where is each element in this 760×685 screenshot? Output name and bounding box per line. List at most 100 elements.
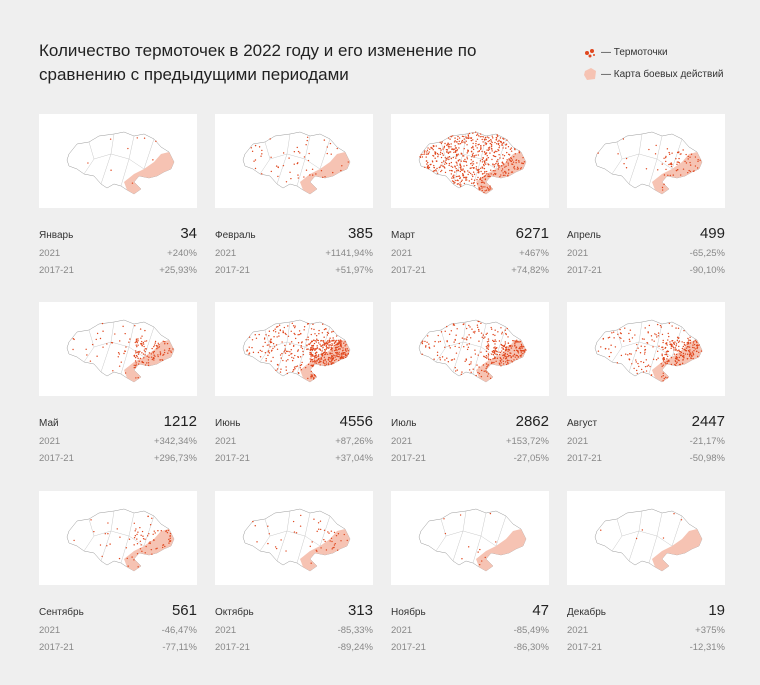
hotspot-dot <box>127 147 129 150</box>
hotspot-dot <box>480 147 482 150</box>
hotspot-dot <box>311 349 314 352</box>
hotspot-dot <box>484 556 486 559</box>
hotspot-dot <box>644 365 647 368</box>
hotspot-dot <box>459 170 462 173</box>
hotspot-dot <box>73 539 75 542</box>
hotspot-dot <box>505 347 507 349</box>
hotspot-dot <box>514 342 516 344</box>
hotspot-dot <box>470 361 472 363</box>
hotspot-dot <box>144 329 146 332</box>
change-vs-2017-21: -90,10% <box>689 265 725 276</box>
hotspot-dot <box>137 353 140 355</box>
hotspot-dot <box>341 357 343 360</box>
hotspot-dot <box>674 363 676 366</box>
hotspot-dot <box>303 326 306 328</box>
hotspot-dot <box>476 147 478 149</box>
hotspot-dot <box>313 348 315 350</box>
hotspot-dot <box>322 360 325 362</box>
hotspot-dot <box>310 328 313 330</box>
hotspot-dot <box>123 352 125 355</box>
hotspot-dot <box>281 341 283 343</box>
hotspot-dot <box>506 360 509 362</box>
hotspot-dot <box>489 186 491 188</box>
hotspot-dot <box>288 354 290 357</box>
hotspot-dot <box>481 179 483 182</box>
hotspot-dot <box>310 360 312 362</box>
hotspot-dot <box>433 164 435 167</box>
hotspot-dot <box>133 544 135 546</box>
hotspot-dot <box>687 337 689 340</box>
hotspot-dot <box>467 137 470 140</box>
hotspot-dot <box>467 135 470 137</box>
hotspot-dot <box>457 135 459 138</box>
hotspot-dot <box>472 166 474 169</box>
hotspot-dot <box>507 355 509 358</box>
hotspot-dot <box>320 357 322 359</box>
hotspot-dot <box>514 168 516 170</box>
hotspot-dot <box>281 352 283 355</box>
hotspot-dot <box>336 343 339 345</box>
hotspot-dot <box>282 331 284 334</box>
hotspot-dot <box>604 348 607 350</box>
hotspot-dot <box>313 518 315 520</box>
hotspot-dot <box>102 330 104 332</box>
hotspot-dot <box>494 329 496 331</box>
change-vs-2021: +153,72% <box>505 436 549 447</box>
hotspot-dot <box>687 349 690 352</box>
hotspot-dot <box>159 359 161 361</box>
region-borders <box>259 510 331 564</box>
hotspot-dot <box>476 179 478 181</box>
month-card: Июль 2862 2021 +153,72% 2017-21 -27,05% <box>391 302 549 464</box>
hotspot-dot <box>498 139 500 142</box>
hotspot-dot <box>513 359 515 361</box>
row-label-2017-21: 2017-21 <box>39 265 74 276</box>
hotspot-dot <box>693 170 695 172</box>
hotspot-dot <box>333 342 336 345</box>
hotspot-dot <box>267 351 269 353</box>
hotspot-dot <box>124 350 126 353</box>
hotspot-dot <box>506 327 508 330</box>
hotspot-dot <box>492 354 495 356</box>
change-vs-2021: -85,33% <box>337 625 373 636</box>
hotspot-dot <box>341 350 344 352</box>
hotspot-dot <box>326 347 328 349</box>
hotspot-dot <box>655 358 658 361</box>
hotspot-dot <box>623 163 625 165</box>
hotspot-dot <box>474 353 477 355</box>
hotspot-dot <box>464 360 466 363</box>
hotspot-dot <box>136 355 138 358</box>
hotspot-dot <box>254 334 256 336</box>
month-card: Декабрь 19 2021 +375% 2017-21 -12,31% <box>567 491 725 653</box>
hotspot-dot <box>662 339 664 342</box>
hotspot-dot <box>110 341 113 344</box>
hotspot-dot <box>505 346 508 348</box>
month-name: Июль <box>391 418 417 429</box>
month-name: Март <box>391 230 415 241</box>
hotspot-dot <box>648 324 651 327</box>
hotspot-dot <box>127 565 129 567</box>
hotspot-dot <box>484 186 486 188</box>
hotspot-dot <box>139 350 141 353</box>
hotspot-dot <box>304 366 307 369</box>
hotspot-dot <box>164 341 166 343</box>
hotspot-dot <box>153 344 156 346</box>
hotspot-dot <box>483 182 486 184</box>
hotspot-dot <box>328 360 331 363</box>
hotspot-dot <box>149 542 151 545</box>
hotspot-dot <box>687 171 689 174</box>
hotspot-dot <box>487 343 489 345</box>
hotspot-dot <box>454 165 456 167</box>
hotspot-dot <box>290 349 292 351</box>
hotspot-dot <box>486 149 488 151</box>
hotspot-dot <box>502 357 505 359</box>
hotspot-dot <box>303 156 306 158</box>
hotspot-dot <box>503 155 506 157</box>
hotspot-dot <box>464 176 466 179</box>
hotspot-dot <box>492 163 494 165</box>
hotspot-dot <box>635 359 637 361</box>
hotspot-dot <box>657 332 660 334</box>
hotspot-dot <box>294 368 296 370</box>
hotspot-dot <box>503 345 506 347</box>
hotspot-dot <box>684 160 686 163</box>
hotspot-dot <box>635 350 637 352</box>
